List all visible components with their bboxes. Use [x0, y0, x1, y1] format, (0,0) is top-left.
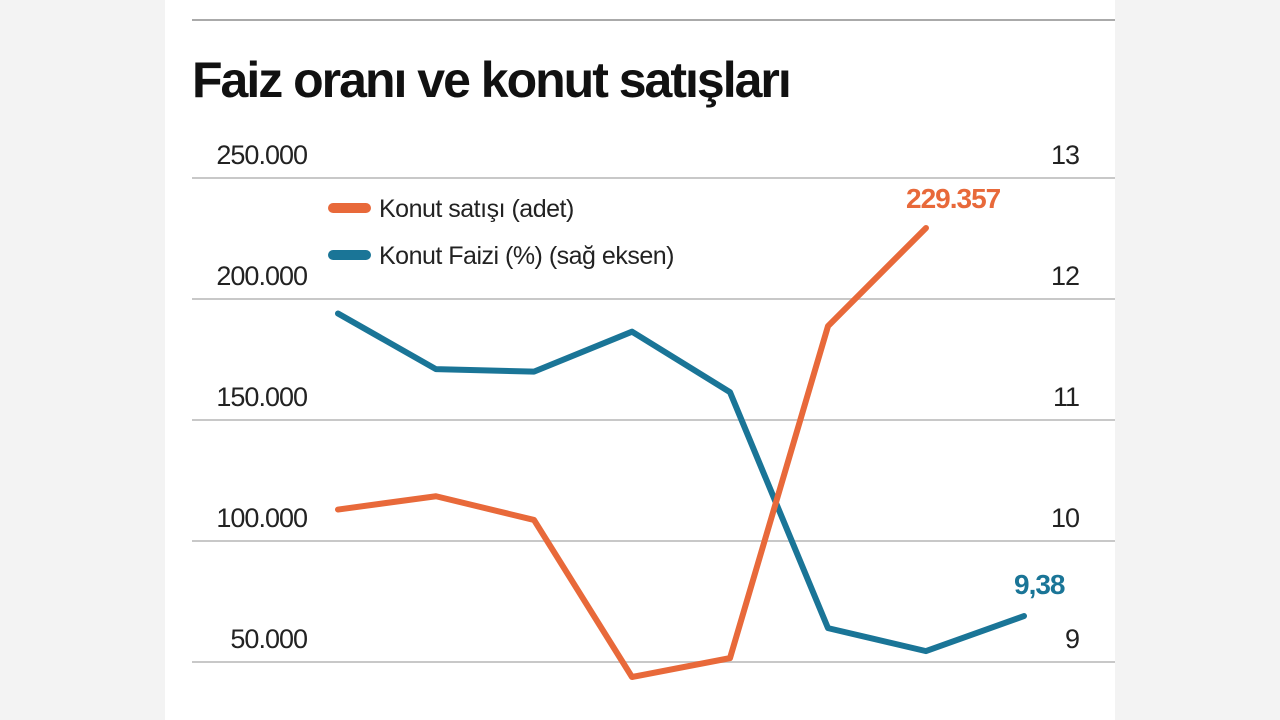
sales-series-line: [335, 224, 929, 681]
left-tick-label: 50.000: [230, 624, 307, 654]
chart-panel: Faiz oranı ve konut satışları 250.000 200…: [165, 0, 1115, 720]
sales-end-label: 229.357: [906, 183, 1001, 214]
rate-series-line: [335, 310, 1027, 655]
left-tick-label: 100.000: [216, 503, 307, 533]
left-tick-label: 150.000: [216, 382, 307, 412]
left-tick-label: 200.000: [216, 261, 307, 291]
chart-title: Faiz oranı ve konut satışları: [192, 52, 790, 108]
right-tick-label: 11: [1053, 382, 1079, 412]
legend-label: Konut satışı (adet): [379, 195, 574, 223]
rate-end-label: 9,38: [1014, 569, 1065, 600]
right-tick-label: 13: [1051, 140, 1079, 170]
right-tick-label: 12: [1051, 261, 1079, 291]
right-tick-label: 9: [1065, 624, 1079, 654]
chart: Faiz oranı ve konut satışları 250.000 200…: [192, 19, 1115, 681]
legend-label: Konut Faizi (%) (sağ eksen): [379, 242, 674, 270]
left-tick-label: 250.000: [216, 140, 307, 170]
right-tick-label: 10: [1051, 503, 1079, 533]
